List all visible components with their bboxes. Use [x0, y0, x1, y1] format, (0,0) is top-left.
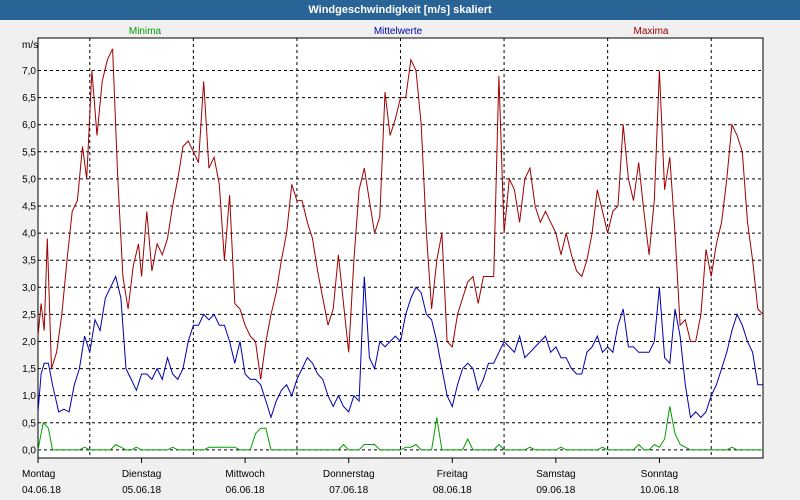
y-tick-label: 0,0: [22, 445, 36, 456]
x-date-label: 08.06.18: [433, 485, 472, 496]
x-axis: Montag 04.06.18 Dienstag 05.06.18 Mittwoch 06…: [22, 458, 679, 496]
x-date-label: 07.06.18: [329, 485, 368, 496]
legend-maxima: Maxima: [633, 26, 668, 37]
y-axis-unit-label: m/s: [22, 40, 38, 51]
x-date-label: 09.06.18: [536, 485, 575, 496]
x-date-label: 06.06.18: [226, 485, 265, 496]
y-tick-label: 1,0: [22, 391, 36, 402]
y-tick-label: 4,0: [22, 229, 36, 240]
x-date-label: 10.06.18: [640, 485, 679, 496]
x-weekday-label: Montag: [22, 469, 55, 480]
y-tick-label: 7,0: [22, 66, 36, 77]
y-tick-label: 3,5: [22, 256, 36, 267]
y-axis: 0,0 0,5 1,0 1,5 2,0 2,5 3,0 3,5 4,0 4,5 5,0 5,5 6,0 6…: [22, 66, 36, 456]
series-line-minima: [37, 406, 763, 451]
series-line-mittelwerte: [37, 275, 763, 420]
y-tick-label: 2,5: [22, 310, 36, 321]
grid: [38, 38, 763, 458]
legend-minima: Minima: [129, 26, 162, 37]
x-date-label: 04.06.18: [22, 485, 61, 496]
x-weekday-label: Sonntag: [641, 469, 678, 480]
y-tick-label: 0,5: [22, 418, 36, 429]
x-weekday-label: Mittwoch: [225, 469, 264, 480]
x-weekday-label: Freitag: [437, 469, 468, 480]
y-tick-label: 2,0: [22, 337, 36, 348]
x-weekday-label: Samstag: [536, 469, 575, 480]
legend-mittelwerte: Mittelwerte: [374, 26, 423, 37]
x-weekday-label: Dienstag: [122, 469, 161, 480]
y-tick-label: 4,5: [22, 202, 36, 213]
y-tick-label: 6,0: [22, 120, 36, 131]
x-weekday-label: Donnerstag: [323, 469, 375, 480]
y-tick-label: 5,0: [22, 174, 36, 185]
series-group: [37, 48, 764, 451]
y-tick-label: 5,5: [22, 147, 36, 158]
chart-title: Windgeschwindigkeit [m/s] skaliert: [0, 0, 800, 20]
y-tick-label: 1,5: [22, 364, 36, 375]
y-tick-label: 6,5: [22, 93, 36, 104]
x-date-label: 05.06.18: [122, 485, 161, 496]
y-tick-label: 3,0: [22, 283, 36, 294]
series-line-maxima: [37, 48, 764, 380]
